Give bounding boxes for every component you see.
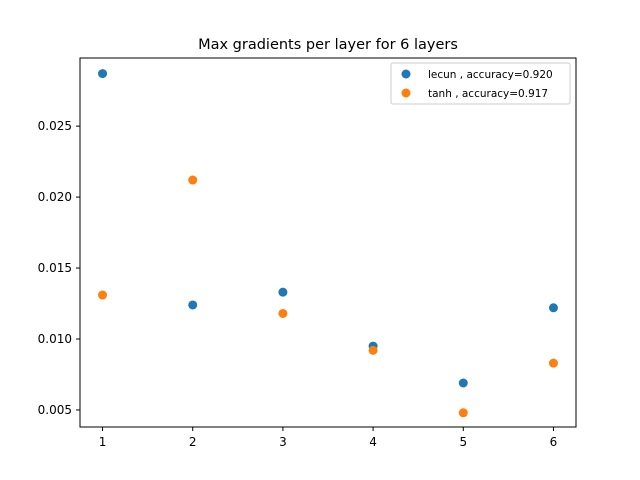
data-point bbox=[98, 69, 108, 79]
data-point bbox=[458, 408, 468, 418]
y-tick-label: 0.025 bbox=[38, 119, 72, 133]
plot-area bbox=[79, 57, 577, 428]
chart-title: Max gradients per layer for 6 layers bbox=[198, 37, 458, 53]
data-point bbox=[368, 345, 378, 355]
data-point bbox=[458, 378, 468, 388]
x-tick-label: 4 bbox=[369, 435, 377, 449]
x-tick-label: 3 bbox=[279, 435, 287, 449]
legend-marker bbox=[401, 69, 411, 79]
legend-label: lecun , accuracy=0.920 bbox=[428, 69, 553, 81]
data-point bbox=[98, 290, 108, 300]
data-point bbox=[548, 303, 558, 313]
y-tick-label: 0.005 bbox=[38, 403, 72, 417]
x-tick-label: 2 bbox=[189, 435, 197, 449]
legend-label: tanh , accuracy=0.917 bbox=[428, 88, 548, 100]
y-tick-label: 0.015 bbox=[38, 261, 72, 275]
x-tick-label: 6 bbox=[550, 435, 558, 449]
data-point bbox=[188, 175, 198, 185]
legend: lecun , accuracy=0.920 tanh , accuracy=0.… bbox=[390, 62, 571, 105]
data-point bbox=[548, 358, 558, 368]
legend-box bbox=[390, 62, 571, 105]
data-points bbox=[98, 69, 558, 418]
y-tick-label: 0.010 bbox=[38, 332, 72, 346]
legend-marker bbox=[401, 88, 411, 98]
data-point bbox=[278, 308, 288, 318]
x-tick-label: 5 bbox=[459, 435, 467, 449]
y-axis: 0.005 0.010 0.015 0.020 0.025 bbox=[38, 119, 80, 417]
x-tick-label: 1 bbox=[99, 435, 107, 449]
y-tick-label: 0.020 bbox=[38, 190, 72, 204]
data-point bbox=[278, 287, 288, 297]
x-axis: 1 2 3 4 5 6 bbox=[99, 427, 558, 449]
data-point bbox=[188, 300, 198, 310]
